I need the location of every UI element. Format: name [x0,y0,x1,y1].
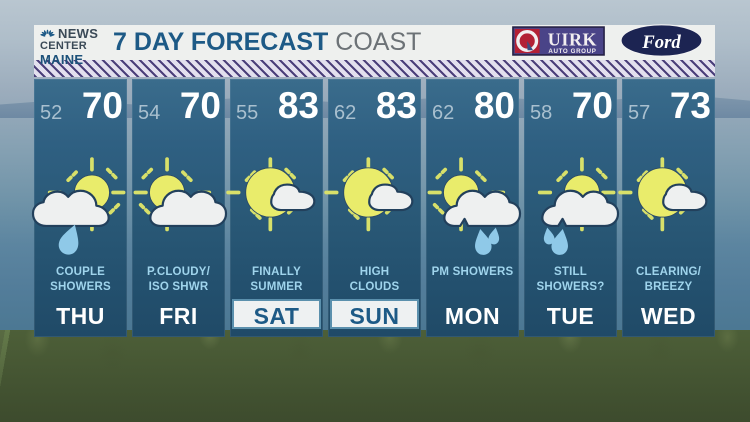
svg-text:AUTO GROUP: AUTO GROUP [548,48,596,55]
svg-text:Ford: Ford [641,32,681,53]
svg-text:UIRK: UIRK [548,29,597,49]
